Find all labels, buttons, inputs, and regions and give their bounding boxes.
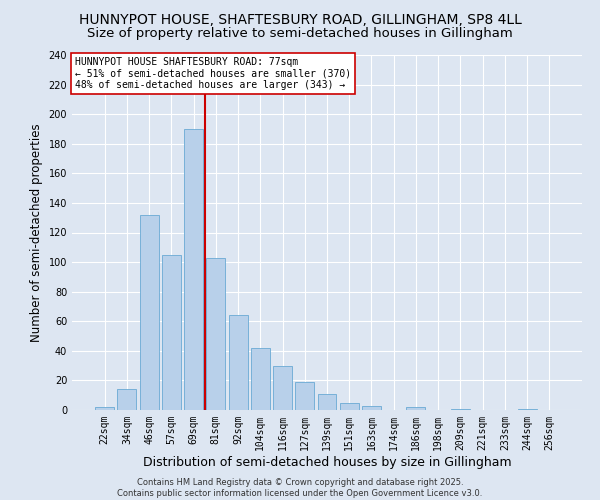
Bar xyxy=(140,215,158,410)
Bar xyxy=(162,254,181,410)
Bar xyxy=(362,406,381,410)
Bar xyxy=(295,382,314,410)
Bar xyxy=(229,316,248,410)
Bar xyxy=(340,402,359,410)
Bar xyxy=(518,408,536,410)
Text: Contains HM Land Registry data © Crown copyright and database right 2025.
Contai: Contains HM Land Registry data © Crown c… xyxy=(118,478,482,498)
Bar xyxy=(251,348,270,410)
Bar xyxy=(406,407,425,410)
Bar xyxy=(451,408,470,410)
Text: HUNNYPOT HOUSE SHAFTESBURY ROAD: 77sqm
← 51% of semi-detached houses are smaller: HUNNYPOT HOUSE SHAFTESBURY ROAD: 77sqm ←… xyxy=(74,57,350,90)
Bar xyxy=(184,129,203,410)
Bar xyxy=(273,366,292,410)
Bar xyxy=(118,390,136,410)
Bar xyxy=(206,258,225,410)
X-axis label: Distribution of semi-detached houses by size in Gillingham: Distribution of semi-detached houses by … xyxy=(143,456,511,468)
Bar xyxy=(95,407,114,410)
Text: HUNNYPOT HOUSE, SHAFTESBURY ROAD, GILLINGHAM, SP8 4LL: HUNNYPOT HOUSE, SHAFTESBURY ROAD, GILLIN… xyxy=(79,12,521,26)
Bar xyxy=(317,394,337,410)
Text: Size of property relative to semi-detached houses in Gillingham: Size of property relative to semi-detach… xyxy=(87,28,513,40)
Y-axis label: Number of semi-detached properties: Number of semi-detached properties xyxy=(30,123,43,342)
